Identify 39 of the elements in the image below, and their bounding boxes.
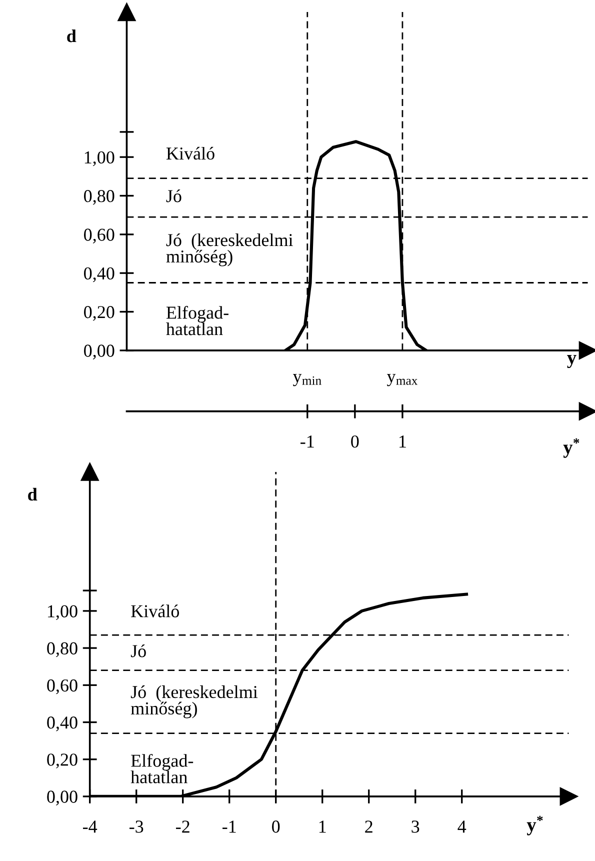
y-tick-label: 0,20	[47, 754, 78, 768]
x-axis-title: y$^{*}$	[526, 816, 543, 836]
y-tick-label: 0,80	[84, 190, 114, 205]
x-tick-label: 2	[365, 820, 372, 833]
y-tick-label: 1,00	[84, 151, 114, 166]
annotation: Jó	[166, 189, 182, 202]
x-tick-label: 3	[412, 820, 420, 833]
y-tick-label: 0,20	[84, 306, 114, 321]
x-tick-label: 1	[319, 820, 326, 833]
x-axis-title: y$^{*}$	[563, 438, 580, 458]
y-axis-title: d	[28, 488, 38, 501]
annotation: y$_{min}$	[292, 374, 322, 386]
annotation: Kiváló	[131, 604, 180, 618]
x-tick-label: -1	[222, 820, 236, 833]
y-tick-label: 0,40	[47, 716, 78, 732]
y-tick-label: 0,00	[84, 344, 114, 360]
y-tick-label: 0,80	[47, 642, 78, 658]
y-tick-label: 0,40	[84, 267, 114, 282]
x-tick-label: 4	[458, 820, 466, 833]
x-tick-label: 1	[400, 436, 406, 448]
y-tick-label: 0,60	[84, 228, 114, 244]
annotation: Jó (kereskedelmi minőség)	[130, 685, 258, 718]
annotation: Elfogad- hatatlan	[130, 754, 194, 784]
x-tick-label: 0	[351, 435, 359, 448]
annotation: Jó	[130, 644, 146, 658]
y-tick-label: 0,00	[47, 790, 78, 806]
y-tick-label: 1,00	[48, 605, 78, 620]
x-tick-label: -3	[130, 820, 144, 833]
annotation: Kiváló	[166, 146, 214, 160]
y-tick-label: 0,60	[47, 679, 78, 694]
x-tick-label: 0	[272, 820, 280, 833]
y-axis-title: d	[67, 30, 76, 42]
x-tick-label: -4	[82, 820, 98, 833]
annotation: Jó (kereskedelmi minőség)	[166, 233, 293, 266]
x-tick-label: -2	[176, 820, 190, 833]
annotation: y$_{max}$	[386, 374, 418, 386]
x2-axis-title: y	[567, 354, 576, 368]
annotation: Elfogad- hatatlan	[166, 306, 228, 336]
x-tick-label: -1	[300, 436, 314, 448]
